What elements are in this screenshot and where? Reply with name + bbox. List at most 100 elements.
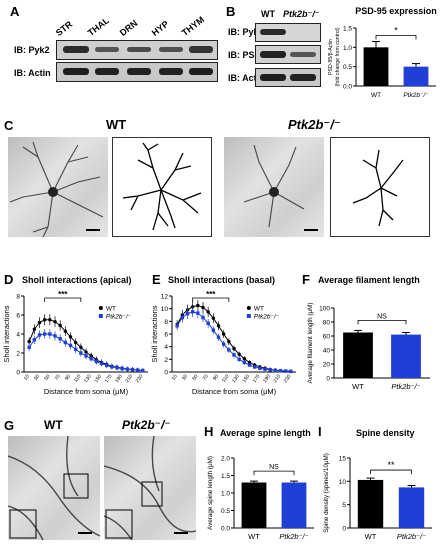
panel-c-ko-title: Ptk2b⁻/⁻ xyxy=(288,117,341,132)
x-tick-label: 190 xyxy=(114,374,124,384)
y-tick-label: 15 xyxy=(339,456,347,463)
y-tick-label: 2 xyxy=(16,351,20,358)
data-point xyxy=(115,366,119,370)
y-axis-label: Spine density (spines/10μM) xyxy=(323,453,330,533)
data-point xyxy=(278,369,283,373)
data-point xyxy=(289,369,293,374)
x-tick-label: 170 xyxy=(252,374,262,384)
data-point xyxy=(27,339,31,344)
y-tick-label: 0 xyxy=(342,526,346,533)
legend-marker xyxy=(98,314,103,318)
y-tick-label: 6 xyxy=(16,313,20,320)
y-tick-label: 1.5 xyxy=(343,26,352,33)
data-point xyxy=(211,328,216,332)
x-tick-label: 30 xyxy=(181,374,189,382)
legend-label: WT xyxy=(106,306,116,313)
y-tick-label: 0.0 xyxy=(221,526,230,533)
bar xyxy=(343,332,373,378)
ib-row-label: IB: Actin xyxy=(228,73,265,83)
y-axis-label: Average spine length (μM) xyxy=(207,456,214,530)
data-point xyxy=(252,365,257,369)
significance-label: *** xyxy=(206,290,216,299)
panel-g-label: G xyxy=(4,418,15,433)
ib-row-label: IB: Pyk2 xyxy=(14,45,50,55)
y-tick-label: 1.5 xyxy=(221,473,230,480)
bar xyxy=(241,482,267,528)
data-point xyxy=(110,365,114,369)
psd95-bar-chart: PSD-95 expression 0.0 0.5 1.0 1.5 WT Ptk2b⁻/⁻ *… xyxy=(328,6,437,99)
y-tick-label: 4 xyxy=(16,332,20,339)
data-point xyxy=(68,335,73,339)
lane-label-ko: Ptk2b⁻/⁻ xyxy=(283,9,320,19)
series-line xyxy=(176,311,291,372)
x-tick-label: 70 xyxy=(202,374,210,382)
data-point xyxy=(268,368,272,372)
y-tick-label: 1.0 xyxy=(343,45,352,52)
lane-label: DRN xyxy=(117,18,140,38)
data-point xyxy=(63,340,68,345)
ko-spine-micrograph xyxy=(104,436,196,540)
data-point xyxy=(263,367,267,371)
legend-marker xyxy=(98,306,103,310)
y-tick-label: 0.5 xyxy=(343,64,352,71)
data-point xyxy=(27,345,31,349)
ko-neuron-micrograph xyxy=(224,137,324,237)
y-tick-label: 20 xyxy=(323,362,331,369)
x-tick-label: 50 xyxy=(43,374,51,382)
x-tick-label: 170 xyxy=(104,374,114,384)
data-point xyxy=(258,366,262,370)
data-point xyxy=(37,320,42,325)
data-point xyxy=(89,357,93,361)
panel-g-ko-title: Ptk2b⁻/⁻ xyxy=(122,418,171,432)
actin-blot xyxy=(56,62,218,82)
data-point xyxy=(48,318,52,322)
y-tick-label: 12 xyxy=(161,294,169,301)
significance-label: *** xyxy=(58,290,68,299)
x-tick-label: 90 xyxy=(212,374,220,382)
y-tick-label: 0 xyxy=(16,370,20,377)
y-axis-label: Sholl interactions xyxy=(150,305,159,362)
y-tick-label: 0.5 xyxy=(221,508,230,515)
y-tick-label: 2 xyxy=(164,357,168,364)
x-axis-label: Distance from soma (μM) xyxy=(192,387,277,396)
y-tick-label: 6 xyxy=(164,332,168,339)
data-point xyxy=(104,363,109,368)
data-point xyxy=(48,332,52,336)
data-point xyxy=(141,368,145,373)
x-tick-label: 230 xyxy=(135,374,145,384)
panel-e-label: E xyxy=(152,272,161,287)
data-point xyxy=(216,335,221,339)
y-tick-label: 2.0 xyxy=(221,456,230,463)
y-tick-label: 1.0 xyxy=(221,491,230,498)
y-tick-label: 80 xyxy=(323,320,331,327)
x-tick-label: 70 xyxy=(54,374,62,382)
x-tick-label: 130 xyxy=(83,374,93,384)
x-tick-label: 190 xyxy=(262,374,272,384)
significance-bracket xyxy=(375,35,417,40)
y-tick-label: 0.0 xyxy=(343,84,352,91)
lane-label: STR xyxy=(53,19,75,38)
panel-a-lane-labels: STR THAL DRN HYP THYM xyxy=(53,10,216,38)
data-point xyxy=(237,352,241,356)
x-tick-label: 110 xyxy=(73,374,83,384)
data-point xyxy=(32,338,37,342)
data-point xyxy=(37,333,42,337)
panel-e-title: Sholl interactions (basal) xyxy=(168,275,276,285)
data-point xyxy=(32,327,37,331)
data-point xyxy=(120,366,124,371)
x-tick-label: 210 xyxy=(124,374,134,384)
panel-d-label: D xyxy=(4,272,14,287)
ib-row-label: IB: Pyk2 xyxy=(228,27,264,37)
category-label: WT xyxy=(371,92,381,99)
x-axis-label: Distance from soma (μM) xyxy=(44,387,129,396)
y-axis-label: Sholl interactions xyxy=(2,305,11,362)
category-label: WT xyxy=(248,532,260,541)
spine-density-chart: 0 5 10 15 WT Ptk2b⁻/⁻ ** Spine density (spines/… xyxy=(323,453,432,541)
data-point xyxy=(58,337,62,341)
data-point xyxy=(242,357,247,361)
panel-h-title: Average spine length xyxy=(220,428,311,438)
category-label: Ptk2b⁻/⁻ xyxy=(397,532,426,541)
lane-label: THAL xyxy=(85,15,111,38)
data-point xyxy=(227,339,231,344)
psd95-blot xyxy=(255,45,321,64)
